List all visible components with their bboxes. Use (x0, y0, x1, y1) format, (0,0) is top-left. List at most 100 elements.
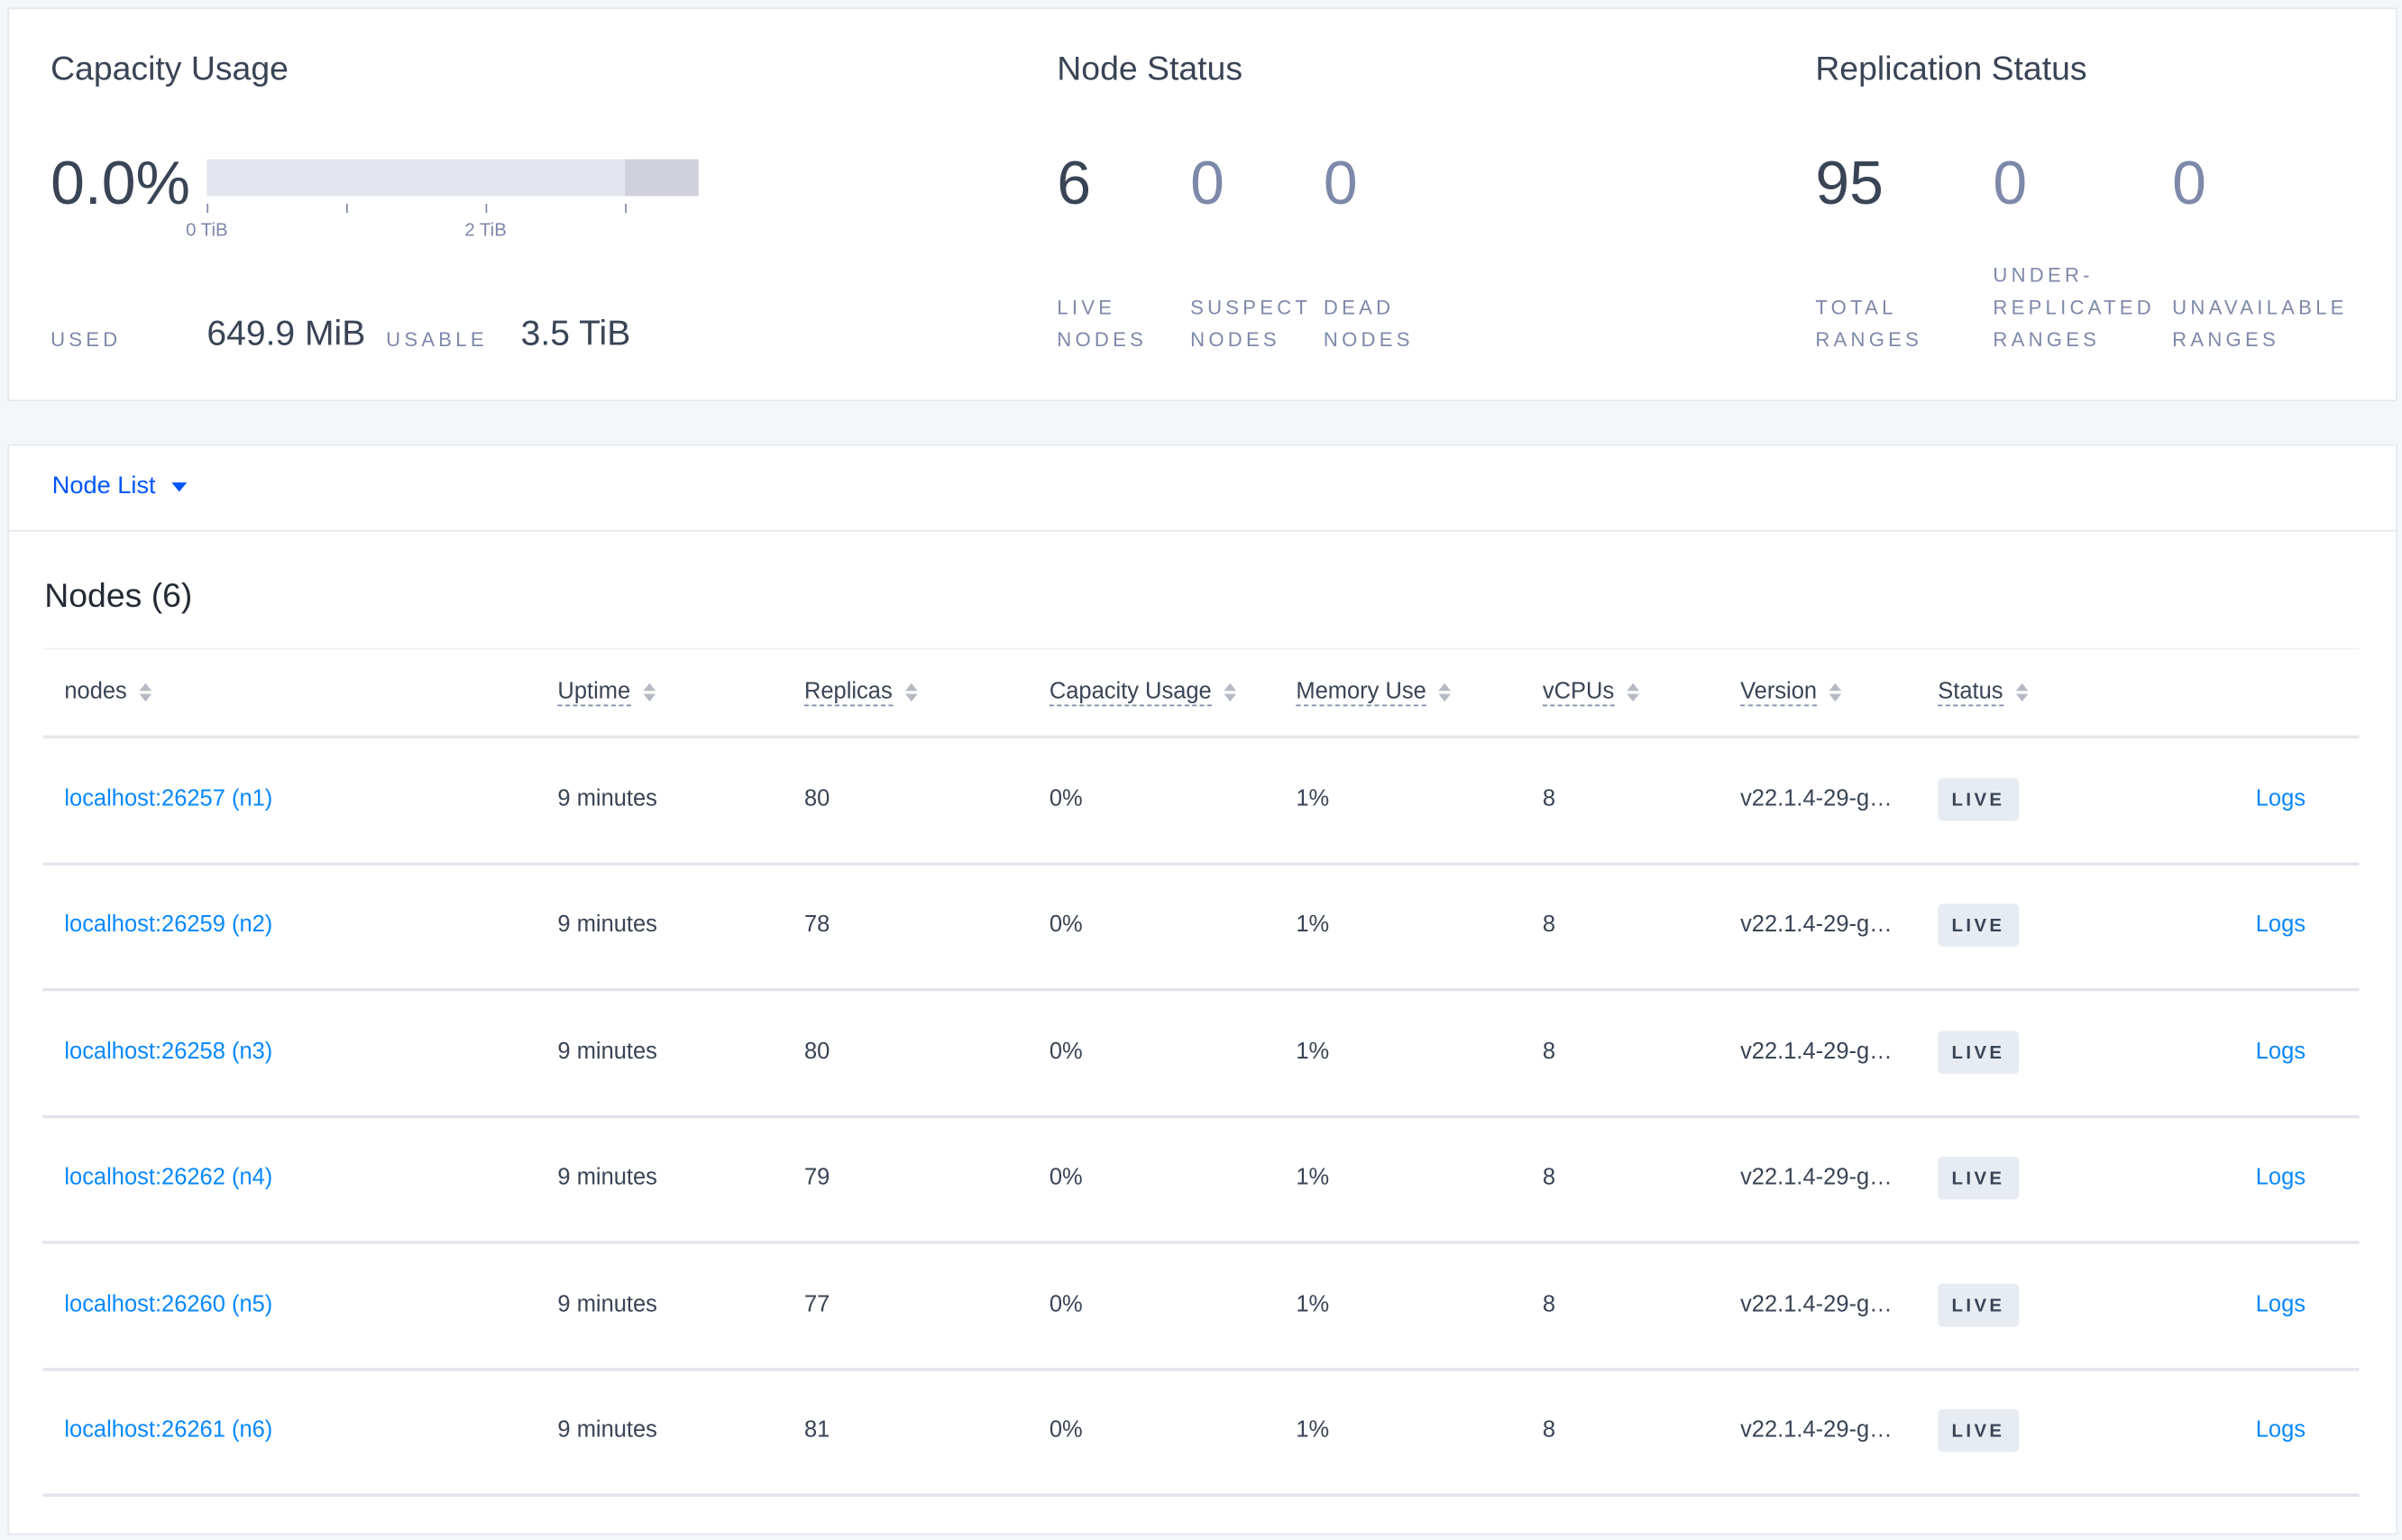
status-badge: LIVE (1938, 778, 2019, 821)
table-row: localhost:26262 (n4) 9 minutes 79 0% 1% 8 v22.… (42, 1115, 2360, 1244)
nodes-heading: Nodes (6) (44, 575, 193, 615)
unavailable-label: UNAVAILABLE RANGES (2172, 295, 2348, 352)
node-link[interactable]: localhost:26262 (n4) (64, 1164, 273, 1191)
cell-memory: 1% (1296, 1290, 1330, 1317)
cell-vcpus: 8 (1542, 1164, 1556, 1191)
table-row: localhost:26260 (n5) 9 minutes 77 0% 1% 8 v22.… (42, 1242, 2360, 1370)
column-header-version[interactable]: Version (1740, 679, 1842, 707)
cell-capacity: 0% (1049, 912, 1083, 939)
cell-memory: 1% (1296, 785, 1330, 812)
column-header-label: vCPUs (1542, 678, 1615, 707)
cell-memory: 1% (1296, 912, 1330, 939)
logs-link[interactable]: Logs (2255, 1416, 2306, 1444)
cell-vcpus: 8 (1542, 785, 1556, 812)
suspect-nodes-label: SUSPECT NODES (1190, 295, 1312, 352)
logs-link[interactable]: Logs (2255, 785, 2306, 812)
node-link[interactable]: localhost:26260 (n5) (64, 1290, 273, 1317)
capacity-usage-title: Capacity Usage (50, 49, 289, 87)
axis-tick (345, 203, 348, 214)
table-row: localhost:26257 (n1) 9 minutes 80 0% 1% 8 v22.… (42, 737, 2360, 866)
cell-vcpus: 8 (1542, 912, 1556, 939)
cell-version: v22.1.4-29-g… (1740, 1038, 1893, 1065)
sort-icon[interactable] (1438, 683, 1451, 702)
column-header-memory-use[interactable]: Memory Use (1296, 679, 1451, 707)
capacity-percent: 0.0% (50, 150, 190, 218)
cell-memory: 1% (1296, 1038, 1330, 1065)
cell-uptime: 9 minutes (557, 912, 657, 939)
cell-replicas: 81 (803, 1416, 830, 1444)
axis-tick (485, 203, 488, 214)
node-link[interactable]: localhost:26261 (n6) (64, 1416, 273, 1444)
column-header-uptime[interactable]: Uptime (557, 678, 656, 707)
logs-link[interactable]: Logs (2255, 1164, 2306, 1191)
cell-uptime: 9 minutes (557, 1038, 657, 1065)
caret-down-icon (170, 482, 187, 492)
cell-replicas: 78 (803, 912, 830, 939)
node-link[interactable]: localhost:26257 (n1) (64, 785, 273, 812)
dead-nodes-label: DEAD NODES (1323, 295, 1414, 352)
table-row: localhost:26259 (n2) 9 minutes 78 0% 1% 8 v22.… (42, 863, 2360, 992)
column-header-label: Status (1938, 678, 2003, 707)
node-list-dropdown[interactable]: Node List (52, 473, 187, 501)
column-header-capacity-usage[interactable]: Capacity Usage (1049, 678, 1236, 707)
cell-vcpus: 8 (1542, 1290, 1556, 1317)
dead-nodes-count: 0 (1323, 150, 1358, 218)
status-badge: LIVE (1938, 1031, 2019, 1074)
column-header-nodes[interactable]: nodes (64, 679, 151, 705)
cell-capacity: 0% (1049, 1038, 1083, 1065)
node-list-dropdown-label: Node List (51, 472, 156, 500)
cell-uptime: 9 minutes (557, 1416, 657, 1444)
table-top-border (42, 647, 2360, 650)
cell-version: v22.1.4-29-g… (1740, 1290, 1893, 1317)
cell-memory: 1% (1296, 1164, 1330, 1191)
sort-icon[interactable] (1829, 683, 1842, 702)
suspect-nodes-count: 0 (1190, 150, 1224, 218)
cell-replicas: 77 (803, 1290, 830, 1317)
status-badge: LIVE (1938, 1409, 2019, 1453)
cell-vcpus: 8 (1542, 1416, 1556, 1444)
node-link[interactable]: localhost:26259 (n2) (64, 912, 273, 939)
cell-version: v22.1.4-29-g… (1740, 912, 1893, 939)
sort-icon[interactable] (904, 683, 917, 702)
sort-icon[interactable] (642, 683, 656, 702)
cell-replicas: 79 (803, 1164, 830, 1191)
column-header-status[interactable]: Status (1938, 678, 2028, 707)
axis-label: 0 TiB (186, 218, 228, 241)
node-link[interactable]: localhost:26258 (n3) (64, 1038, 273, 1065)
sort-icon[interactable] (2015, 683, 2028, 702)
cell-capacity: 0% (1049, 1416, 1083, 1444)
cell-version: v22.1.4-29-g… (1740, 1416, 1893, 1444)
logs-link[interactable]: Logs (2255, 912, 2306, 939)
status-badge: LIVE (1938, 904, 2019, 948)
replication-status-title: Replication Status (1815, 49, 2087, 87)
cell-replicas: 80 (803, 785, 830, 812)
under-replicated-count: 0 (1993, 150, 2028, 218)
sort-icon[interactable] (1626, 683, 1639, 702)
table-row: localhost:26261 (n6) 9 minutes 81 0% 1% 8 v22.… (42, 1368, 2360, 1497)
cell-capacity: 0% (1049, 1290, 1083, 1317)
cell-memory: 1% (1296, 1416, 1330, 1444)
logs-link[interactable]: Logs (2255, 1290, 2306, 1317)
total-ranges-count: 95 (1815, 150, 1884, 218)
used-label: USED (50, 327, 122, 352)
column-header-label: Capacity Usage (1049, 678, 1212, 707)
capacity-bar-reserved (625, 159, 699, 197)
column-header-replicas[interactable]: Replicas (803, 678, 917, 707)
column-header-label: nodes (64, 678, 127, 705)
cell-uptime: 9 minutes (557, 1164, 657, 1191)
axis-label: 2 TiB (464, 218, 507, 241)
column-header-label: Memory Use (1296, 678, 1426, 707)
column-header-vcpus[interactable]: vCPUs (1542, 678, 1639, 707)
used-value: 649.9 MiB (206, 312, 366, 353)
summary-card (7, 7, 2397, 402)
sort-icon[interactable] (1224, 683, 1236, 702)
status-badge: LIVE (1938, 1157, 2019, 1200)
logs-link[interactable]: Logs (2255, 1038, 2306, 1065)
column-header-label: Uptime (557, 678, 631, 707)
sort-icon[interactable] (139, 682, 151, 701)
axis-tick (206, 203, 209, 214)
table-header-border (42, 735, 2360, 738)
column-header-label: Replicas (803, 678, 893, 707)
cell-vcpus: 8 (1542, 1038, 1556, 1065)
total-ranges-label: TOTAL RANGES (1815, 295, 1923, 352)
